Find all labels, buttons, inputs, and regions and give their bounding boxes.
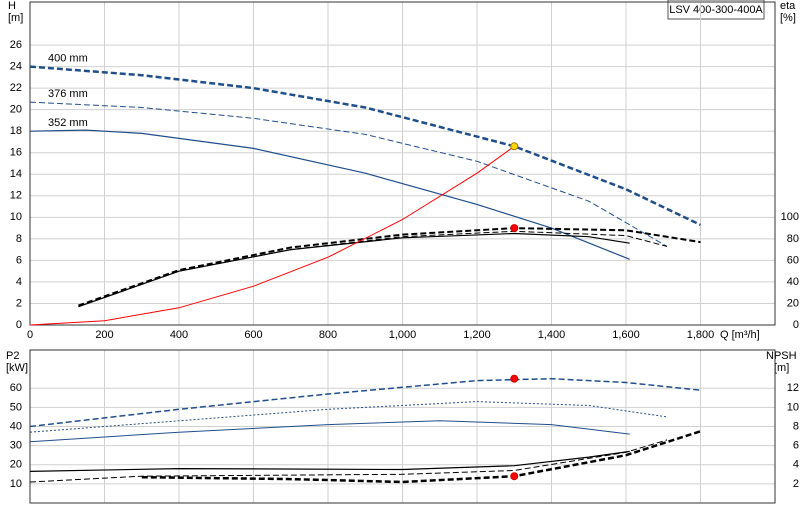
y2-label: eta: [780, 0, 796, 12]
title-box: [667, 0, 765, 20]
plot-frame: [29, 1, 776, 326]
curve: [141, 430, 701, 484]
y-tick-label: 10: [10, 478, 22, 490]
x-tick-label: 400: [170, 329, 188, 341]
y2-tick-label: 4: [793, 459, 799, 471]
operating-point: [510, 374, 519, 383]
curve-label: 400 mm: [48, 53, 88, 65]
curve: [29, 439, 668, 483]
y-tick-label: 18: [10, 125, 22, 137]
chart-title: LSV 400-300-400A: [669, 4, 763, 16]
y-tick-label: 26: [10, 39, 22, 51]
y2-tick-label: 10: [787, 401, 799, 413]
y-tick-label: 16: [10, 147, 22, 159]
operating-point: [510, 224, 519, 233]
y-tick-label: 50: [10, 401, 22, 413]
y-tick-label: 30: [10, 440, 22, 452]
x-tick-label: 1,200: [463, 329, 491, 341]
operating-point: [510, 472, 519, 481]
y2-tick-label: 40: [787, 276, 799, 288]
curve: [29, 420, 630, 443]
y-tick-label: 2: [16, 297, 22, 309]
y-tick-label: 20: [10, 459, 22, 471]
y2-tick-label: 20: [787, 297, 799, 309]
x-tick-label: 1,400: [538, 329, 566, 341]
y2-tick-label: 0: [793, 319, 799, 331]
y-tick-label: 60: [10, 382, 22, 394]
y-tick-label: 8: [16, 233, 22, 245]
y-tick-label: 10: [10, 211, 22, 223]
y2-unit: [m]: [774, 362, 789, 374]
x-tick-label: 600: [244, 329, 262, 341]
y-unit: [kW]: [6, 362, 28, 374]
y-tick-label: 24: [10, 61, 22, 73]
y2-tick-label: 6: [793, 440, 799, 452]
curve: [78, 230, 668, 308]
curve: [29, 65, 702, 227]
y-tick-label: 4: [16, 276, 22, 288]
curve: [29, 145, 515, 326]
y2-tick-label: 2: [793, 478, 799, 490]
y-tick-label: 40: [10, 420, 22, 432]
curve: [29, 101, 668, 247]
y2-tick-label: 8: [793, 420, 799, 432]
y2-tick-label: 100: [781, 211, 799, 223]
y-tick-label: 20: [10, 104, 22, 116]
y-label: P2: [6, 350, 19, 362]
curve: [29, 129, 630, 260]
y2-label: NPSH: [766, 350, 797, 362]
curve: [78, 227, 701, 307]
curve-label: 352 mm: [48, 117, 88, 129]
x-tick-label: 200: [95, 329, 113, 341]
y-tick-label: 0: [16, 319, 22, 331]
y2-unit: [%]: [780, 12, 796, 24]
operating-point: [510, 142, 519, 151]
x-tick-label: 0: [27, 329, 33, 341]
x-label: Q [m³/h]: [720, 329, 760, 341]
curve: [29, 401, 668, 433]
y-tick-label: 12: [10, 190, 22, 202]
y-label: H: [8, 0, 16, 12]
curve-label: 376 mm: [48, 88, 88, 100]
x-tick-label: 1,600: [612, 329, 640, 341]
curve: [29, 450, 630, 472]
curve: [78, 232, 630, 308]
y-tick-label: 6: [16, 254, 22, 266]
y-unit: [m]: [8, 12, 23, 24]
x-tick-label: 1,000: [389, 329, 417, 341]
x-tick-label: 800: [319, 329, 337, 341]
curve: [29, 377, 701, 428]
y2-tick-label: 12: [787, 382, 799, 394]
y-tick-label: 14: [10, 168, 22, 180]
y2-tick-label: 80: [787, 233, 799, 245]
x-tick-label: 1,800: [687, 329, 715, 341]
y2-tick-label: 60: [787, 254, 799, 266]
y-tick-label: 22: [10, 82, 22, 94]
